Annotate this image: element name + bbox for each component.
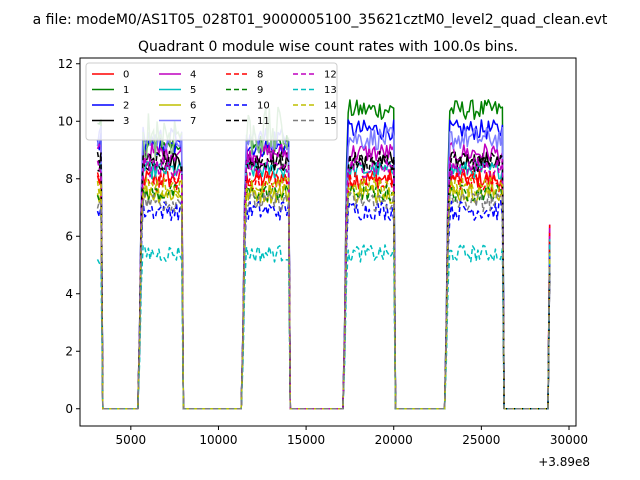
series-line-11 [96,150,551,410]
series-line-13 [96,239,551,410]
legend-label-14: 14 [324,101,337,112]
legend-label-7: 7 [190,116,196,127]
legend-label-3: 3 [123,116,129,127]
legend-label-1: 1 [123,85,129,96]
y-tick-label: 4 [65,287,73,301]
legend-box [85,62,338,141]
legend-label-15: 15 [324,116,337,127]
x-tick-label: 5000 [116,433,147,447]
legend-label-12: 12 [324,70,337,81]
legend-label-6: 6 [190,101,196,112]
figure-suptitle: a file: modeM0/AS1T05_028T01_9000005100_… [33,12,608,28]
series-line-10 [96,199,551,410]
series-line-12 [96,156,551,410]
legend-label-13: 13 [324,85,337,96]
x-tick-label: 10000 [199,433,237,447]
legend-label-10: 10 [257,101,270,112]
y-tick-label: 10 [58,114,73,128]
x-tick-label: 20000 [375,433,413,447]
y-tick-label: 12 [58,57,73,71]
y-tick-label: 6 [65,229,73,243]
series-line-15 [96,191,551,410]
x-tick-label: 30000 [550,433,588,447]
legend-label-8: 8 [257,70,263,81]
y-tick-label: 2 [65,344,73,358]
x-tick-label: 15000 [287,433,325,447]
x-offset-label: +3.89e8 [538,455,590,469]
legend-label-2: 2 [123,101,129,112]
series-lines [96,99,551,410]
y-tick-label: 8 [65,172,73,186]
legend-label-4: 4 [190,70,196,81]
legend-label-9: 9 [257,85,263,96]
x-tick-label: 25000 [462,433,500,447]
axes-frame [79,57,577,427]
legend-label-5: 5 [190,85,196,96]
series-line-14 [96,176,551,410]
legend-label-11: 11 [257,116,270,127]
legend-label-0: 0 [123,70,129,81]
chart-title: Quadrant 0 module wise count rates with … [138,39,518,55]
y-tick-label: 0 [65,402,73,416]
